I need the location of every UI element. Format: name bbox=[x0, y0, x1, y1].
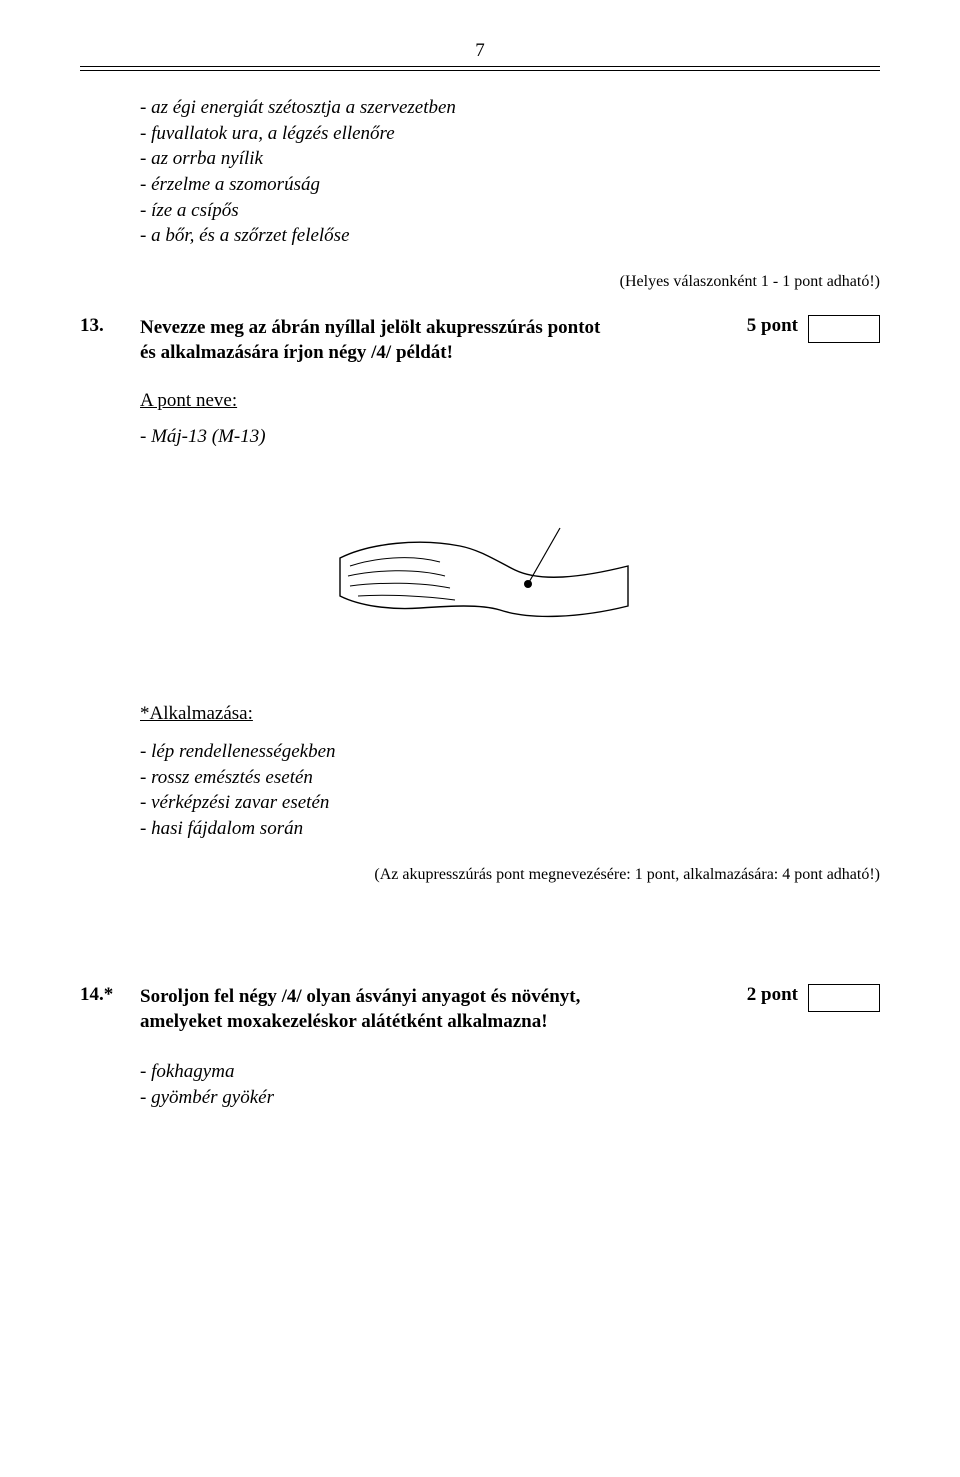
list-item: - lép rendellenességekben bbox=[140, 739, 880, 765]
list-item: - az orrba nyílik bbox=[140, 146, 880, 172]
scoring-note-q13: (Az akupresszúrás pont megnevezésére: 1 … bbox=[80, 866, 880, 884]
question-text: Soroljon fel négy /4/ olyan ásványi anya… bbox=[140, 984, 718, 1035]
page-number: 7 bbox=[80, 40, 880, 62]
header-rule bbox=[80, 66, 880, 71]
question-text-line: Nevezze meg az ábrán nyíllal jelölt akup… bbox=[140, 317, 600, 338]
list-item: - érzelme a szomorúság bbox=[140, 172, 880, 198]
points-label: 2 pont bbox=[718, 984, 798, 1006]
question-text-line: amelyeket moxakezeléskor alátétként alka… bbox=[140, 1011, 548, 1032]
points-label: 5 pont bbox=[718, 315, 798, 337]
list-item: - íze a csípős bbox=[140, 198, 880, 224]
point-name-answer: - Máj-13 (M-13) bbox=[140, 426, 880, 448]
question-number: 13. bbox=[80, 315, 140, 337]
list-item: - a bőr, és a szőrzet felelőse bbox=[140, 223, 880, 249]
question-14-row: 14.* Soroljon fel négy /4/ olyan ásványi… bbox=[80, 984, 880, 1035]
question-text: Nevezze meg az ábrán nyíllal jelölt akup… bbox=[140, 315, 718, 366]
wrist-illustration bbox=[330, 488, 630, 638]
question-number: 14.* bbox=[80, 984, 140, 1006]
application-label: *Alkalmazása: bbox=[140, 703, 880, 725]
list-item: - fokhagyma bbox=[140, 1059, 880, 1085]
score-box[interactable] bbox=[808, 315, 880, 343]
application-list: - lép rendellenességekben - rossz emészt… bbox=[140, 739, 880, 842]
page-container: 7 - az égi energiát szétosztja a szervez… bbox=[0, 0, 960, 1150]
list-item: - vérképzési zavar esetén bbox=[140, 790, 880, 816]
point-name-label: A pont neve: bbox=[140, 390, 880, 412]
q14-answer-list: - fokhagyma - gyömbér gyökér bbox=[140, 1059, 880, 1110]
list-item: - fuvallatok ura, a légzés ellenőre bbox=[140, 121, 880, 147]
score-box[interactable] bbox=[808, 984, 880, 1012]
list-item: - az égi energiát szétosztja a szervezet… bbox=[140, 95, 880, 121]
question-text-line: Soroljon fel négy /4/ olyan ásványi anya… bbox=[140, 986, 580, 1007]
acupressure-figure bbox=[80, 488, 880, 643]
question-text-line: és alkalmazására írjon négy /4/ példát! bbox=[140, 342, 453, 363]
list-item: - gyömbér gyökér bbox=[140, 1085, 880, 1111]
list-item: - rossz emésztés esetén bbox=[140, 765, 880, 791]
scoring-note-top: (Helyes válaszonként 1 - 1 pont adható!) bbox=[80, 273, 880, 291]
list-item: - hasi fájdalom során bbox=[140, 816, 880, 842]
question-13-row: 13. Nevezze meg az ábrán nyíllal jelölt … bbox=[80, 315, 880, 366]
intro-list: - az égi energiát szétosztja a szervezet… bbox=[140, 95, 880, 249]
